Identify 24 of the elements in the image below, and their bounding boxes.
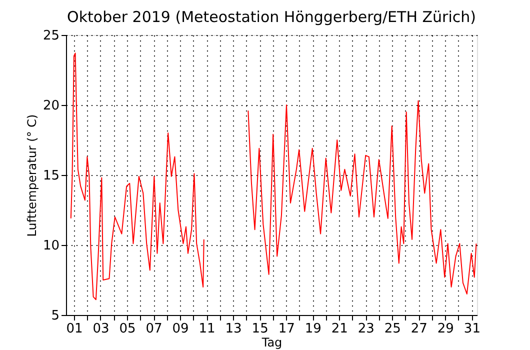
x-tick-label: 05 — [119, 322, 136, 336]
x-axis-title: Tag — [260, 336, 282, 350]
x-tick-label: 17 — [278, 322, 295, 336]
x-tick-label: 31 — [464, 322, 480, 336]
x-tick-label: 27 — [410, 322, 428, 336]
x-tick-label: 15 — [252, 322, 268, 336]
x-tick-label: 25 — [384, 322, 401, 336]
x-tick-label: 11 — [198, 322, 216, 336]
x-tick-label: 23 — [358, 322, 374, 336]
x-tick-label: 09 — [172, 322, 189, 336]
x-tick-label: 01 — [66, 322, 83, 336]
x-tick-label: 13 — [225, 322, 242, 336]
y-tick-label: 20 — [42, 98, 60, 114]
chart-title: Oktober 2019 (Meteostation Hönggerberg/ETH Zürich) — [67, 8, 476, 26]
y-tick-label: 10 — [42, 238, 60, 254]
y-tick-label: 15 — [42, 168, 60, 184]
x-tick-label: 21 — [331, 322, 348, 336]
x-tick-label: 07 — [146, 322, 162, 336]
y-axis-title: Lufttemperatur (° C) — [24, 114, 39, 237]
x-tick-label: 29 — [437, 322, 454, 336]
x-tick-label: 19 — [304, 322, 322, 336]
y-tick-label: 5 — [51, 308, 60, 324]
x-tick-label: 03 — [92, 322, 110, 336]
y-tick-label: 25 — [42, 28, 60, 44]
